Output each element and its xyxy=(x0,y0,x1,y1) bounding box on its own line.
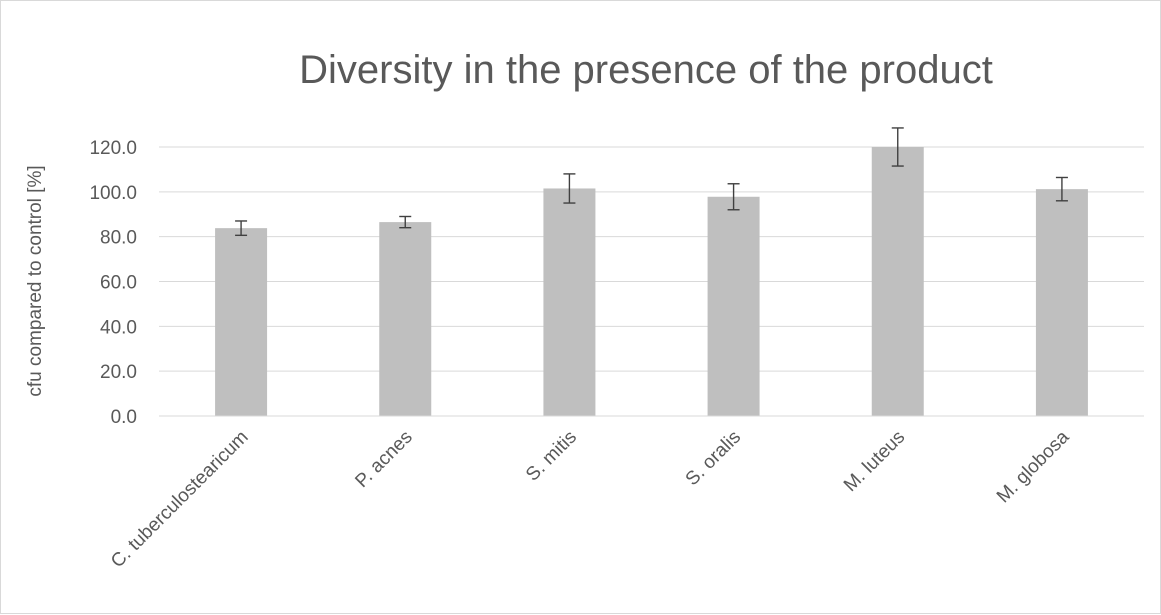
y-tick-label: 100.0 xyxy=(89,183,137,204)
error-bar xyxy=(399,215,412,229)
chart-title: Diversity in the presence of the product xyxy=(299,48,993,92)
gridlines xyxy=(159,146,1144,417)
y-tick-label: 20.0 xyxy=(100,362,137,383)
y-tick-label: 80.0 xyxy=(100,228,137,249)
error-bar xyxy=(727,183,740,211)
x-category-label: M. luteus xyxy=(840,427,909,496)
error-bar xyxy=(563,173,576,204)
bar xyxy=(871,147,924,416)
bars xyxy=(215,147,1088,416)
error-bar xyxy=(1055,176,1068,202)
x-category-label: M. globosa xyxy=(993,426,1074,507)
y-tick-label: 120.0 xyxy=(89,138,137,159)
error-bar xyxy=(891,127,904,167)
y-tick-label: 60.0 xyxy=(100,273,137,294)
bar xyxy=(707,196,760,416)
y-tick-label: 0.0 xyxy=(111,407,137,428)
bar xyxy=(379,222,432,416)
bar xyxy=(543,188,596,416)
x-category-label: P. acnes xyxy=(351,427,416,492)
y-axis-ticks: 0.0 20.0 40.0 60.0 80.0 100.0 120.0 xyxy=(89,138,137,428)
x-category-label: C. tuberculostearicum xyxy=(107,427,253,573)
bar xyxy=(1035,189,1088,416)
y-axis-label: cfu compared to control [%] xyxy=(25,165,46,396)
x-axis-categories: C. tuberculostearicum P. acnes S. mitis S. … xyxy=(107,426,1074,572)
x-category-label: S. mitis xyxy=(522,427,581,486)
x-category-label: S. oralis xyxy=(682,427,745,490)
error-bar xyxy=(235,220,248,237)
bar xyxy=(215,228,268,416)
error-bars xyxy=(235,127,1068,237)
y-tick-label: 40.0 xyxy=(100,317,137,338)
